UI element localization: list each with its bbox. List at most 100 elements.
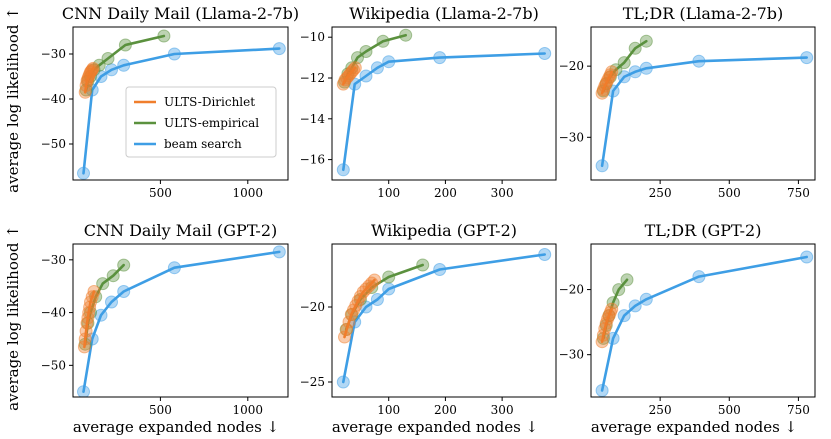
data-point-ults-empirical: [376, 34, 390, 48]
data-point-ults-dirichlet: [342, 315, 356, 329]
y-tick-label: −20: [559, 59, 584, 73]
data-point-beam-search: [272, 42, 286, 56]
data-point-beam-search: [359, 69, 373, 83]
x-tick-label: 500: [718, 403, 741, 417]
data-point-ults-dirichlet: [87, 285, 101, 298]
data-point-beam-search: [617, 70, 631, 84]
data-point-ults-dirichlet: [80, 316, 94, 330]
panel-5: Wikipedia (GPT-2) 100 200 300 −20 −25: [300, 221, 557, 417]
data-point-beam-search: [628, 65, 642, 79]
x-tick-label: 750: [787, 403, 810, 417]
y-tick-label: −25: [300, 375, 325, 389]
x-tick-label: 300: [491, 403, 514, 417]
data-point-beam-search: [105, 295, 118, 309]
panel-4: CNN Daily Mail (GPT-2) 500 1000 −30 −40 −50: [41, 221, 289, 417]
x-tick-label: 750: [787, 186, 810, 200]
x-tick-label: 500: [149, 403, 172, 417]
y-tick-label: −12: [300, 71, 325, 85]
y-tick-label: −10: [300, 30, 325, 44]
data-point-ults-empirical: [617, 56, 631, 70]
panel-title: CNN Daily Mail (Llama-2-7b): [62, 4, 299, 23]
data-point-beam-search: [595, 384, 609, 397]
panel-3: TL;DR (Llama-2-7b) 250 500 750 −20 −30: [559, 4, 816, 200]
data-point-ults-dirichlet: [598, 322, 612, 336]
legend-label: ULTS-Dirichlet: [164, 95, 255, 109]
series-line-ults-empirical: [343, 33, 408, 84]
data-point-beam-search: [433, 263, 447, 276]
x-tick-label: 300: [491, 186, 514, 200]
data-point-ults-empirical: [96, 277, 110, 291]
data-point-ults-empirical: [628, 41, 642, 55]
y-tick-label: −40: [41, 92, 66, 106]
data-point-beam-search: [800, 250, 814, 264]
data-point-ults-empirical: [399, 28, 413, 42]
data-point-ults-dirichlet: [345, 65, 359, 79]
legend-label: beam search: [164, 137, 242, 151]
series-group: [336, 248, 552, 389]
data-point-ults-dirichlet: [82, 306, 96, 320]
x-tick-label: 250: [649, 403, 672, 417]
data-point-beam-search: [595, 159, 609, 173]
series-line-ults-dirichlet: [343, 278, 376, 339]
y-tick-label: −30: [559, 348, 584, 362]
axes-frame: [72, 26, 289, 181]
data-point-beam-search: [370, 293, 384, 306]
data-point-beam-search: [382, 55, 396, 69]
data-point-beam-search: [370, 61, 384, 75]
panels-group: CNN Daily Mail (Llama-2-7b) 500 1000 −30 −40…: [41, 4, 816, 417]
data-point-beam-search: [800, 51, 814, 65]
y-tick-label: −20: [300, 300, 325, 314]
data-point-beam-search: [538, 47, 552, 60]
panel-title: Wikipedia (GPT-2): [371, 221, 517, 240]
series-line-ults-dirichlet: [83, 290, 96, 349]
data-point-beam-search: [272, 245, 286, 259]
legend-box: [125, 86, 277, 158]
panel-title: Wikipedia (Llama-2-7b): [349, 4, 539, 23]
legend-label: ULTS-empirical: [164, 116, 259, 130]
data-point-beam-search: [336, 163, 350, 177]
data-point-beam-search: [105, 63, 118, 77]
y-tick-label: −30: [41, 47, 66, 61]
series-line-ults-dirichlet: [341, 66, 357, 86]
panel-title: TL;DR (GPT-2): [645, 221, 762, 240]
data-point-ults-empirical: [101, 52, 115, 65]
data-point-ults-empirical: [106, 269, 120, 283]
data-point-ults-dirichlet: [340, 323, 354, 336]
data-point-ults-dirichlet: [86, 61, 100, 75]
series-line-beam-search: [341, 52, 547, 172]
y-tick-label: −20: [559, 283, 584, 297]
x-tick-label: 200: [434, 403, 457, 417]
y-tick-label: −50: [41, 358, 66, 372]
series-line-beam-search: [600, 255, 809, 392]
y-tick-label: −14: [300, 112, 326, 126]
data-point-ults-dirichlet: [81, 311, 95, 325]
panel-title: CNN Daily Mail (GPT-2): [84, 221, 278, 240]
data-point-beam-search: [117, 58, 131, 72]
data-point-ults-dirichlet: [368, 273, 381, 287]
data-point-ults-dirichlet: [348, 61, 362, 75]
axes-frame: [72, 243, 289, 398]
y-tick-label: −40: [41, 306, 66, 320]
panel-2: Wikipedia (Llama-2-7b) 100 200 300 −10 −12 −14…: [300, 4, 557, 200]
series-line-beam-search: [600, 56, 809, 168]
data-point-beam-search: [77, 166, 90, 180]
data-point-beam-search: [628, 299, 642, 313]
series-line-beam-search: [82, 250, 281, 394]
axes-frame: [590, 243, 816, 398]
data-point-ults-dirichlet: [83, 300, 97, 314]
data-point-beam-search: [538, 248, 552, 261]
x-tick-label: 500: [149, 186, 172, 200]
series-group: [595, 34, 814, 173]
data-point-beam-search: [433, 51, 447, 65]
data-point-beam-search: [639, 61, 653, 75]
data-point-beam-search: [77, 385, 90, 397]
data-point-beam-search: [336, 375, 350, 389]
axes-frame: [331, 243, 557, 398]
data-point-ults-empirical: [157, 29, 171, 43]
data-point-beam-search: [692, 54, 706, 68]
data-point-beam-search: [692, 270, 706, 284]
data-point-ults-empirical: [382, 270, 396, 284]
x-tick-label: 1000: [233, 403, 264, 417]
data-point-ults-empirical: [612, 283, 626, 297]
